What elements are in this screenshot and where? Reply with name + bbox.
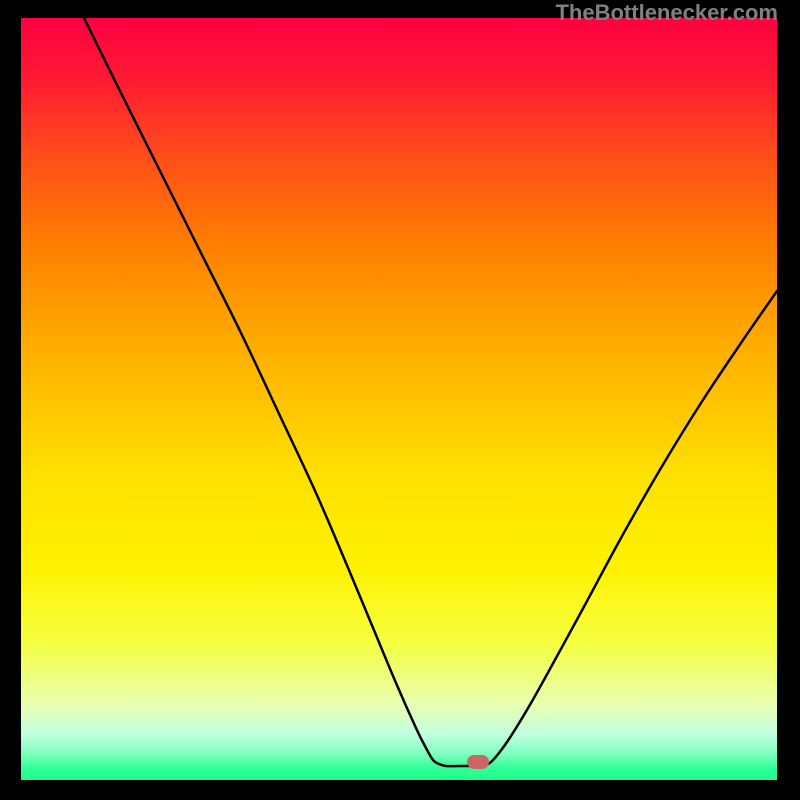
plot-area bbox=[21, 18, 777, 780]
data-marker bbox=[467, 755, 489, 769]
chart-svg bbox=[21, 18, 777, 780]
watermark-text: TheBottlenecker.com bbox=[555, 0, 778, 26]
chart-container: TheBottlenecker.com bbox=[0, 0, 800, 800]
